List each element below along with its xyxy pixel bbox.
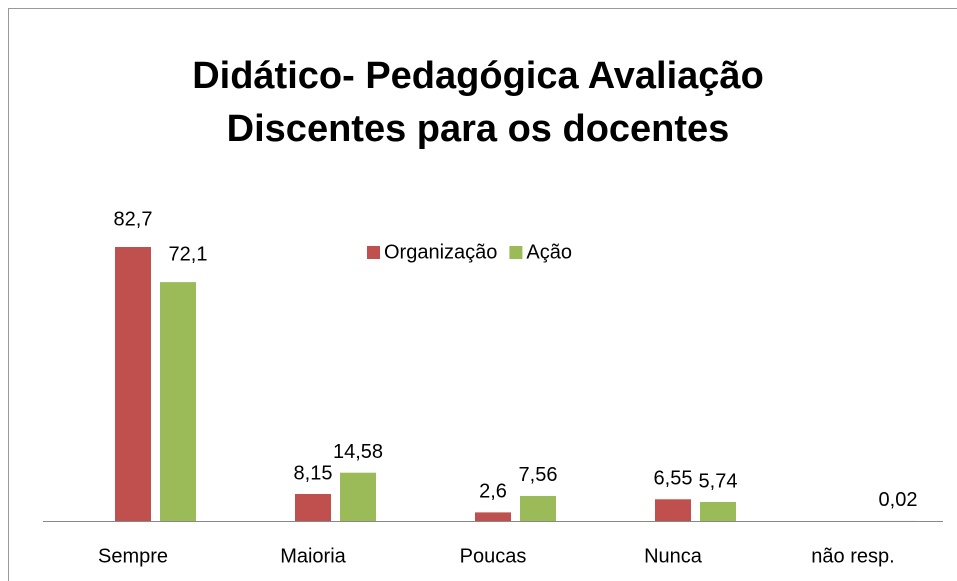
bar bbox=[700, 501, 736, 521]
data-label: 82,7 bbox=[114, 208, 153, 230]
x-tick-label: Nunca bbox=[644, 545, 703, 567]
legend-label: Organização bbox=[384, 241, 497, 263]
data-label: 2,6 bbox=[479, 481, 507, 503]
data-label: 14,58 bbox=[333, 441, 383, 463]
legend-swatch bbox=[509, 246, 523, 259]
bar bbox=[655, 499, 691, 521]
bar bbox=[115, 247, 151, 521]
chart-title: Discentes para os docentes bbox=[227, 108, 730, 150]
bar bbox=[520, 495, 556, 521]
bar bbox=[340, 472, 376, 521]
x-tick-label: Maioria bbox=[280, 545, 346, 567]
data-label: 0,02 bbox=[879, 489, 918, 511]
bar bbox=[295, 493, 331, 521]
chart-title: Didático- Pedagógica Avaliação bbox=[192, 55, 764, 97]
data-label: 8,15 bbox=[294, 462, 333, 484]
data-label: 5,74 bbox=[699, 470, 738, 492]
x-tick-label: Poucas bbox=[460, 545, 527, 567]
x-tick-label: Sempre bbox=[98, 545, 168, 567]
bar bbox=[160, 282, 196, 521]
data-label: 7,56 bbox=[519, 464, 558, 486]
x-tick-label: não resp. bbox=[811, 545, 894, 567]
legend-label: Ação bbox=[526, 241, 572, 263]
data-label: 72,1 bbox=[169, 243, 208, 265]
legend-swatch bbox=[367, 246, 380, 259]
bar bbox=[475, 512, 511, 521]
data-label: 6,55 bbox=[654, 468, 693, 490]
